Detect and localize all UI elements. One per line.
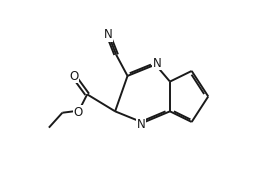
Text: N: N xyxy=(104,28,113,41)
Text: N: N xyxy=(137,118,145,131)
Text: O: O xyxy=(69,70,78,83)
Text: O: O xyxy=(74,106,83,118)
Text: N: N xyxy=(152,57,161,70)
